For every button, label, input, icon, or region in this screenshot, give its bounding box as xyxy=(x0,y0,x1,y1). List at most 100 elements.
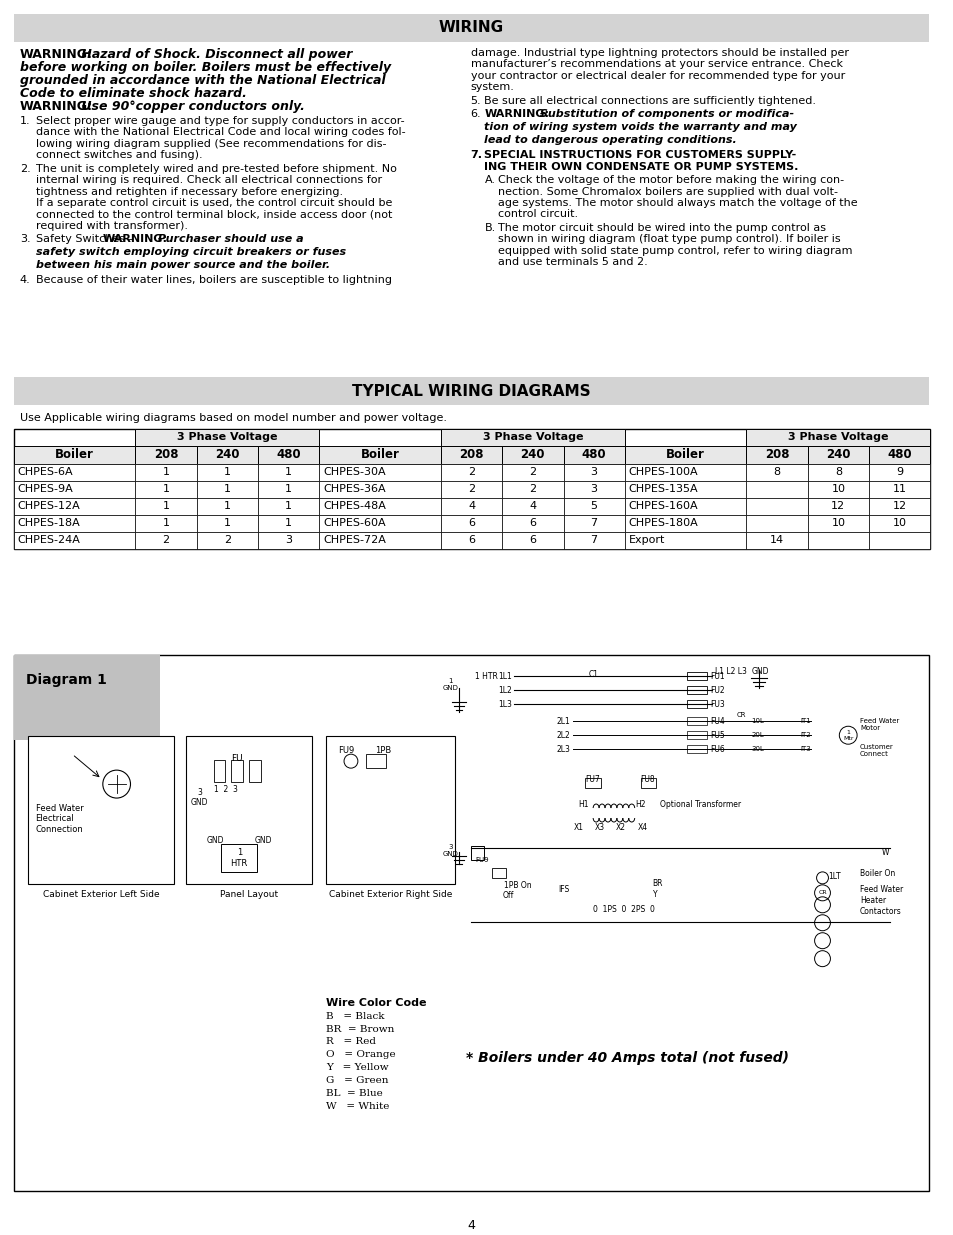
Bar xyxy=(196,446,257,464)
Text: 11: 11 xyxy=(892,484,905,494)
Text: CHPES-12A: CHPES-12A xyxy=(18,501,80,511)
Text: CHPES-135A: CHPES-135A xyxy=(628,484,698,494)
Text: 1: 1 xyxy=(285,519,292,529)
Bar xyxy=(28,736,173,884)
Text: Code to eliminate shock hazard.: Code to eliminate shock hazard. xyxy=(20,86,247,100)
Bar xyxy=(624,515,745,532)
Bar xyxy=(686,718,706,725)
Text: CHPES-180A: CHPES-180A xyxy=(628,519,698,529)
Bar xyxy=(135,464,196,480)
Text: 208: 208 xyxy=(458,448,483,462)
Text: Heater
Contactors: Heater Contactors xyxy=(860,897,901,915)
Bar xyxy=(257,515,319,532)
Text: 6: 6 xyxy=(529,519,536,529)
Text: 208: 208 xyxy=(153,448,178,462)
Text: manufacturer’s recommendations at your service entrance. Check: manufacturer’s recommendations at your s… xyxy=(470,59,841,69)
Text: 30L: 30L xyxy=(751,746,763,752)
Text: 480: 480 xyxy=(581,448,606,462)
Bar xyxy=(319,498,440,515)
Bar xyxy=(686,672,706,680)
Text: age systems. The motor should always match the voltage of the: age systems. The motor should always mat… xyxy=(497,198,857,207)
Bar xyxy=(14,515,135,532)
Text: 20L: 20L xyxy=(751,732,763,739)
Text: IFS: IFS xyxy=(558,885,569,894)
Text: 1L3: 1L3 xyxy=(497,700,512,709)
Bar xyxy=(135,446,196,464)
Text: FU5: FU5 xyxy=(709,731,724,740)
Text: Export: Export xyxy=(628,535,664,545)
Bar xyxy=(365,755,385,768)
Bar xyxy=(257,464,319,480)
Text: 2L2: 2L2 xyxy=(557,731,570,740)
Bar xyxy=(686,700,706,709)
Text: 1
HTR: 1 HTR xyxy=(231,848,248,868)
Bar xyxy=(196,532,257,548)
Text: FU9: FU9 xyxy=(337,746,354,755)
Text: dance with the National Electrical Code and local wiring codes fol-: dance with the National Electrical Code … xyxy=(35,127,405,137)
Bar xyxy=(196,480,257,498)
Text: Customer
Connect: Customer Connect xyxy=(860,743,893,757)
Bar xyxy=(257,532,319,548)
Text: FU3: FU3 xyxy=(709,700,724,709)
Text: CHPES-48A: CHPES-48A xyxy=(323,501,386,511)
Bar xyxy=(319,446,440,464)
Bar xyxy=(745,480,807,498)
Bar xyxy=(624,480,745,498)
Bar xyxy=(807,464,868,480)
Text: before working on boiler. Boilers must be effectively: before working on boiler. Boilers must b… xyxy=(20,61,391,74)
Text: safety switch employing circuit breakers or fuses: safety switch employing circuit breakers… xyxy=(35,247,345,257)
Text: CHPES-100A: CHPES-100A xyxy=(628,467,698,478)
Text: R   = Red: R = Red xyxy=(326,1037,375,1046)
Bar xyxy=(440,515,501,532)
Bar xyxy=(745,498,807,515)
Bar xyxy=(492,868,506,878)
Text: If a separate control circuit is used, the control circuit should be: If a separate control circuit is used, t… xyxy=(35,198,392,207)
Text: 240: 240 xyxy=(215,448,239,462)
Text: CHPES-160A: CHPES-160A xyxy=(628,501,698,511)
Text: X2: X2 xyxy=(616,824,625,832)
Text: Select proper wire gauge and type for supply conductors in accor-: Select proper wire gauge and type for su… xyxy=(35,116,404,126)
Text: 3 Phase Voltage: 3 Phase Voltage xyxy=(177,432,277,442)
Text: Boiler: Boiler xyxy=(360,448,399,462)
Text: required with transformer).: required with transformer). xyxy=(35,221,188,231)
Text: grounded in accordance with the National Electrical: grounded in accordance with the National… xyxy=(20,74,385,86)
Bar xyxy=(501,480,563,498)
Text: FU9: FU9 xyxy=(476,857,489,863)
Bar xyxy=(868,446,929,464)
Text: A.: A. xyxy=(484,175,495,185)
Text: tion of wiring system voids the warranty and may: tion of wiring system voids the warranty… xyxy=(484,122,797,132)
Text: 4: 4 xyxy=(529,501,536,511)
Text: internal wiring is required. Check all electrical connections for: internal wiring is required. Check all e… xyxy=(35,175,381,185)
Text: Wire Color Code: Wire Color Code xyxy=(326,998,426,1008)
Text: 2: 2 xyxy=(468,484,475,494)
Bar xyxy=(196,498,257,515)
Text: your contractor or electrical dealer for recommended type for your: your contractor or electrical dealer for… xyxy=(470,70,844,80)
Bar xyxy=(745,515,807,532)
Bar xyxy=(807,515,868,532)
Text: 4: 4 xyxy=(468,501,475,511)
Bar xyxy=(14,464,135,480)
Text: GND: GND xyxy=(207,836,224,845)
Text: 1L1: 1L1 xyxy=(497,672,512,680)
Text: shown in wiring diagram (float type pump control). If boiler is: shown in wiring diagram (float type pump… xyxy=(497,235,840,245)
Text: CHPES-24A: CHPES-24A xyxy=(18,535,81,545)
Text: G   = Green: G = Green xyxy=(326,1077,388,1086)
Text: FU7: FU7 xyxy=(584,776,599,784)
Bar xyxy=(440,480,501,498)
Bar xyxy=(624,464,745,480)
Text: 1
GND: 1 GND xyxy=(442,678,458,692)
Text: SPECIAL INSTRUCTIONS FOR CUSTOMERS SUPPLY-: SPECIAL INSTRUCTIONS FOR CUSTOMERS SUPPL… xyxy=(484,151,796,161)
Text: Substitution of components or modifica-: Substitution of components or modifica- xyxy=(536,109,793,120)
Text: 5.: 5. xyxy=(470,96,480,106)
Bar xyxy=(624,446,745,464)
Bar xyxy=(501,464,563,480)
Text: B   = Black: B = Black xyxy=(326,1011,384,1020)
Text: Y   = Yellow: Y = Yellow xyxy=(326,1063,389,1072)
Text: GND: GND xyxy=(253,836,272,845)
Bar xyxy=(249,761,261,782)
Bar xyxy=(584,778,600,788)
Bar xyxy=(319,480,440,498)
Text: 2.: 2. xyxy=(20,163,30,174)
Text: 14: 14 xyxy=(769,535,783,545)
Text: 5: 5 xyxy=(590,501,597,511)
